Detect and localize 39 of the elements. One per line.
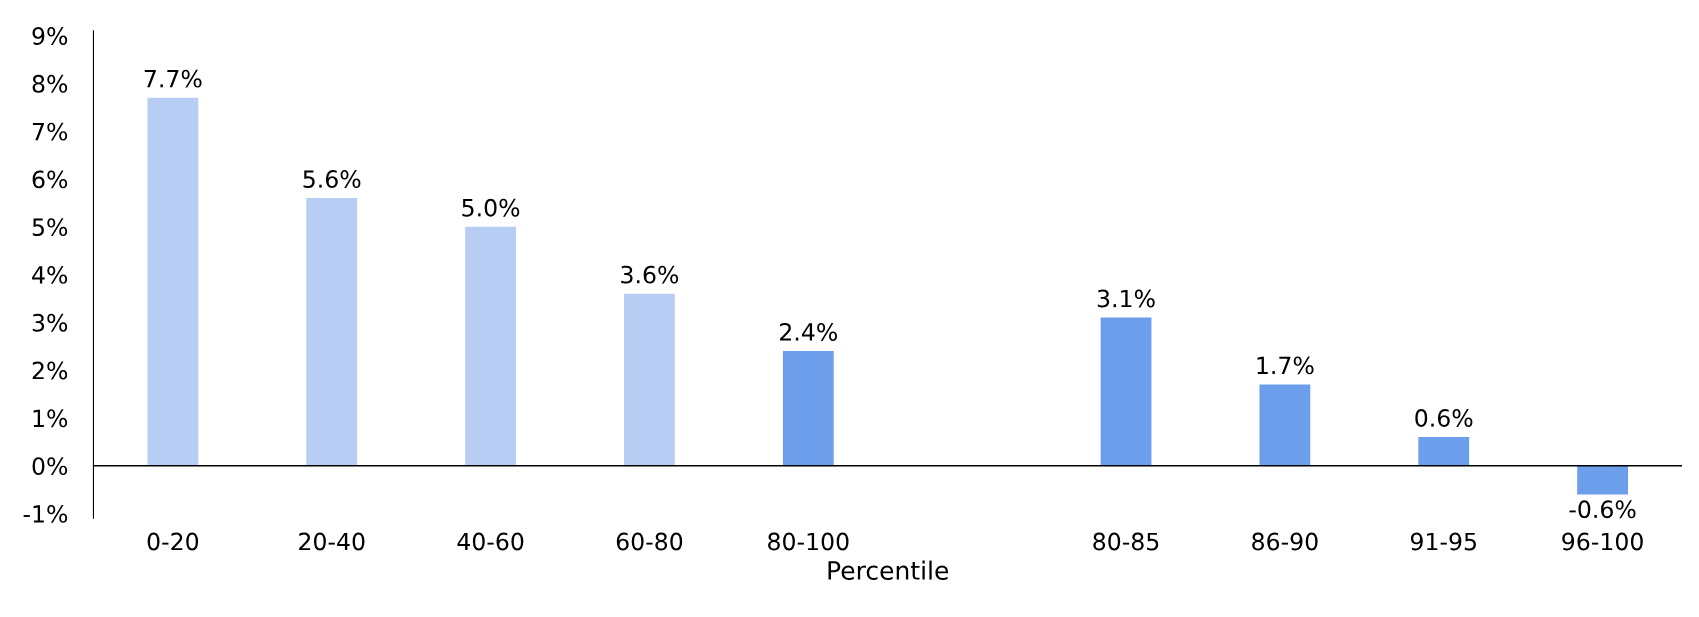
x-tick-label: 80-100 [768,532,849,551]
x-tick-label: 86-90 [1252,532,1318,551]
bar [1100,317,1152,466]
bar [624,293,675,466]
data-label: 2.4% [780,323,837,341]
bar [306,198,358,466]
x-tick-label: 20-40 [299,532,365,551]
bar [1418,437,1470,466]
x-tick-label: 0-20 [147,532,199,551]
y-tick-label: 9% [32,27,68,45]
x-tick-label: 80-85 [1093,532,1159,551]
y-tick-label: 3% [32,313,68,332]
data-label: 1.7% [1257,356,1314,375]
y-tick-label: 0% [32,457,68,476]
data-label: 5.6% [303,170,361,188]
x-tick-label: 60-80 [616,532,683,551]
x-tick-label: 96-100 [1562,532,1643,551]
x-tick-label: 40-60 [457,532,524,551]
data-label: 7.7% [144,69,202,88]
x-tick-label: 91-95 [1410,532,1476,551]
bar [1259,384,1311,466]
x-axis-title: Percentile [828,560,949,580]
y-tick-label: 1% [33,409,68,428]
bar [782,351,834,466]
y-tick-label: -1% [23,504,68,523]
bar [465,226,516,466]
y-tick-label: 6% [32,170,68,189]
data-label: 0.6% [1415,409,1473,427]
y-tick-label: 4% [32,266,68,284]
y-tick-label: 5% [32,218,68,237]
data-label: 3.1% [1097,289,1155,308]
data-label: -0.6% [1569,500,1636,519]
data-label: 5.0% [462,198,520,217]
bar [1577,465,1628,495]
y-tick-label: 7% [32,122,68,141]
y-tick-label: 2% [32,361,68,380]
bar [147,97,199,466]
y-tick-label: 8% [32,74,68,93]
data-label: 3.6% [621,265,679,284]
